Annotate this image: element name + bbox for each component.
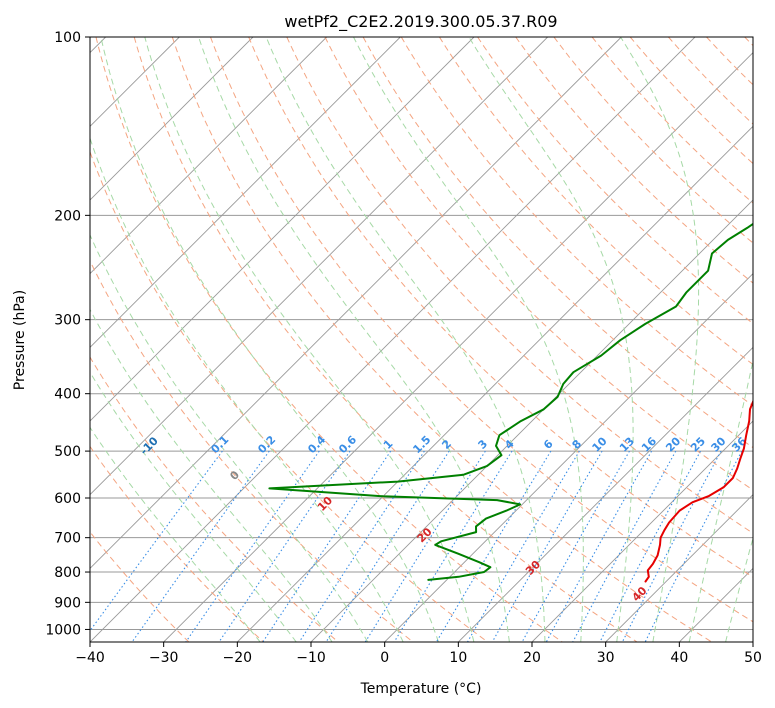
y-tick-label: 200 [54,208,81,224]
x-axis-title: Temperature (°C) [360,681,482,697]
dry-adiabat-line [286,37,753,534]
mixing-ratio-line [364,450,486,642]
y-tick-label: 500 [54,444,81,460]
x-tick-label: 20 [523,650,541,666]
isotherm-line [90,37,696,642]
moist-adiabat-line [90,308,333,642]
dry-adiabat-line [171,37,712,642]
y-tick-label: 300 [54,313,81,329]
y-tick-label: 400 [54,387,81,403]
dewpoint-line [268,222,753,581]
mixing-ratio-line [131,450,270,642]
dry-adiabat-line [400,37,753,407]
dry-adiabat-line [553,37,753,244]
dry-adiabat-line [438,37,753,366]
moist-adiabat-line [144,37,475,642]
y-tick-label: 900 [54,595,81,611]
y-tick-label: 600 [54,491,81,507]
isotherm-line [90,37,475,422]
dry-adiabat-line [90,356,339,642]
isotherm-line [384,273,753,642]
mixing-ratio-line [185,450,320,642]
mixing-ratio-line [621,450,722,642]
isotherm-line [90,37,622,569]
dry-adiabat-line [133,37,638,642]
mixing-ratio-line [435,450,552,642]
x-tick-label: −10 [296,650,326,666]
temperature-line [644,399,753,583]
dry-adiabat-line [90,259,414,642]
y-tick-label: 800 [54,565,81,581]
x-tick-label: 0 [380,650,389,666]
mixing-ratio-line [599,450,701,642]
profile-lines [268,222,753,583]
dry-adiabat-line [362,37,753,449]
isotherm-line [605,494,753,642]
isotherm-line [531,420,753,642]
axes: −40 −30 −20 −10 0 10 20 30 40 50 100 200 300 400 500 60… [45,30,762,666]
moist-adiabat-line [198,37,510,642]
plot-frame [89,36,754,643]
moist-adiabat-line [100,37,439,642]
x-tick-label: 30 [597,650,615,666]
isotherm-line [458,346,753,642]
dry-adiabat-line [324,37,753,491]
y-tick-label: 100 [54,30,81,46]
moist-adiabat-line [725,536,753,642]
mixing-ratio-line [393,450,513,642]
x-tick-label: −40 [75,650,105,666]
x-tick-label: −20 [223,650,253,666]
moist-adiabat-line [90,371,297,642]
dry-adiabat-line [90,445,264,642]
chart-title: wetPf2_C2E2.2019.300.05.37.R09 [284,12,557,32]
mixing-ratio-line [521,450,630,642]
x-tick-label: 40 [670,650,688,666]
dry-adiabat-line [248,37,753,578]
mixing-ratio-line [218,450,351,642]
mixing-ratio-line [467,450,580,642]
isotherm-line [90,37,254,201]
x-tick-label: −30 [149,650,179,666]
moist-adiabat-line [688,358,753,642]
y-tick-label: 700 [54,531,81,547]
x-tick-label: 50 [744,650,762,666]
dry-adiabat-line [210,37,753,623]
isotherm-line [90,37,327,275]
dry-adiabat-line [591,37,753,204]
mixing-ratio-line [545,450,653,642]
x-tick-label: 10 [449,650,467,666]
moist-adiabat-line [90,426,261,642]
mixing-ratio-line [572,450,677,642]
moist-adiabat-line [265,37,546,642]
mixing-ratio-line [491,450,603,642]
moist-adiabat-line [353,37,584,642]
dry-adiabat-line [95,37,563,642]
moist-adiabat-line [90,233,369,642]
isotherm-line [90,37,548,496]
isotherm-line [237,125,753,642]
y-tick-label: 1000 [45,622,81,638]
isotherm-line [90,37,401,348]
isotherm-line [163,52,753,642]
y-axis-title: Pressure (hPa) [12,290,28,390]
